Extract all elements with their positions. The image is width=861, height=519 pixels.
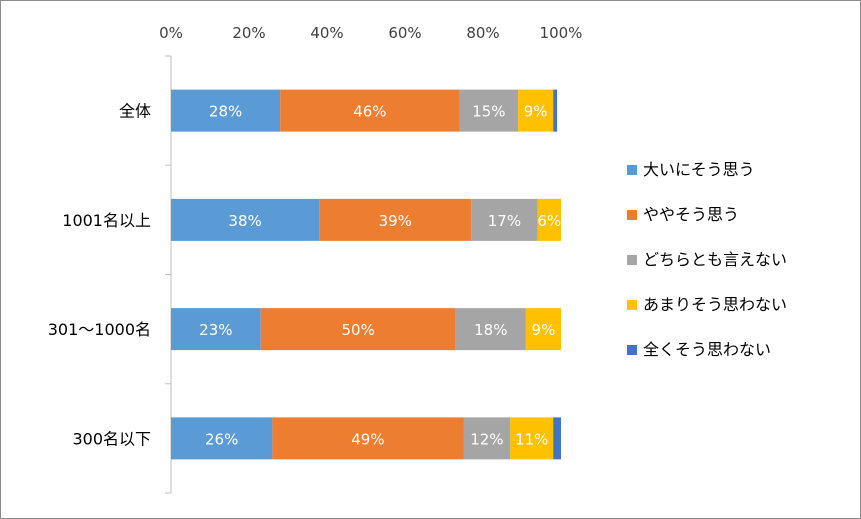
data-label: 9% — [524, 103, 548, 121]
legend-label: 大いにそう思う — [643, 160, 755, 179]
data-label: 15% — [472, 103, 505, 121]
legend-label: ややそう思う — [643, 205, 739, 224]
bars-layer: 28% 46% 15% 9% 38% 39% 17% 6% 23% 50% 18% 9% 26% 49% 1… — [171, 89, 561, 460]
bar-segment — [272, 417, 464, 460]
x-tick-label: 60% — [388, 24, 421, 42]
x-tick-label: 0% — [159, 24, 183, 42]
x-tick-label: 40% — [310, 24, 343, 42]
bar-segment — [280, 89, 460, 132]
legend-label: 全くそう思わない — [643, 340, 771, 359]
bar-segment — [171, 198, 320, 241]
legend-label: あまりそう思わない — [643, 295, 787, 314]
data-label: 26% — [205, 430, 238, 448]
category-label: 1001名以上 — [62, 211, 151, 230]
x-tick-label: 80% — [466, 24, 499, 42]
bar-segment — [319, 198, 472, 241]
bar-segment — [463, 417, 511, 460]
bar-segment — [459, 89, 519, 132]
bar-segment — [260, 308, 456, 351]
bar-segment — [510, 417, 554, 460]
data-label: 18% — [474, 321, 507, 339]
legend-swatch — [627, 255, 637, 265]
bar-segment — [553, 417, 561, 460]
legend-label: どちらとも言えない — [643, 250, 787, 269]
data-label: 28% — [209, 103, 242, 121]
data-label: 12% — [470, 430, 503, 448]
x-tick-label: 20% — [232, 24, 265, 42]
bar-segment — [525, 308, 561, 351]
bar-segment — [553, 89, 558, 132]
legend-swatch — [627, 210, 637, 220]
bar-segment — [471, 198, 538, 241]
category-label: 300名以下 — [72, 429, 151, 448]
bar-segment — [518, 89, 554, 132]
data-label: 46% — [353, 103, 386, 121]
legend-swatch — [627, 300, 637, 310]
data-label: 49% — [351, 430, 384, 448]
category-label: 全体 — [119, 102, 151, 121]
data-label: 23% — [199, 321, 232, 339]
legend-swatch — [627, 345, 637, 355]
data-label: 50% — [342, 321, 375, 339]
x-tick-label: 100% — [540, 24, 583, 42]
bar-segment — [171, 417, 273, 460]
data-label: 38% — [228, 212, 261, 230]
data-label: 39% — [379, 212, 412, 230]
bar-segment — [455, 308, 526, 351]
legend-swatch — [627, 165, 637, 175]
data-label: 9% — [532, 321, 556, 339]
data-label: 17% — [488, 212, 521, 230]
bar-segment — [171, 308, 261, 351]
data-label: 11% — [515, 430, 548, 448]
data-label: 6% — [537, 212, 561, 230]
category-label: 301～1000名 — [48, 320, 151, 339]
bar-segment — [537, 198, 561, 241]
bar-segment — [171, 89, 281, 132]
